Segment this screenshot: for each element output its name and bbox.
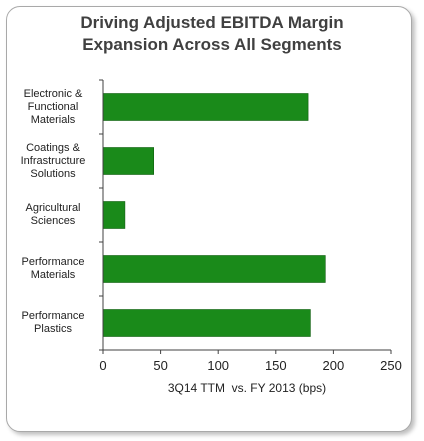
x-tick-label-2: 100 xyxy=(207,358,229,373)
chart-card xyxy=(6,6,412,432)
category-label-4: Performance Plastics xyxy=(8,310,98,336)
category-label-1-line-2: Solutions xyxy=(30,167,76,180)
chart-title-line-2: Expansion Across All Segments xyxy=(82,35,342,54)
category-label-2-line-0: Agricultural xyxy=(25,202,81,214)
category-label-4-line-1: Plastics xyxy=(34,323,72,335)
category-label-1-line-0: Coatings & xyxy=(26,141,80,154)
x-tick-label-4: 200 xyxy=(323,358,345,373)
category-label-3-line-0: Performance xyxy=(21,256,85,268)
category-label-0: Electronic & Functional Materials xyxy=(8,88,98,127)
bar-4 xyxy=(102,309,311,337)
category-label-2: Agricultural Sciences xyxy=(8,202,98,228)
x-axis-title: 3Q14 TTM vs. FY 2013 (bps) xyxy=(168,381,326,395)
category-label-0-line-2: Materials xyxy=(30,113,76,126)
category-label-3-line-1: Materials xyxy=(30,269,76,281)
x-tick-label-0: 0 xyxy=(99,358,106,373)
category-label-1-line-1: Infrastructure xyxy=(20,154,86,167)
category-label-0-line-0: Electronic & xyxy=(23,87,83,100)
x-tick-label-3: 150 xyxy=(265,358,287,373)
bar-0 xyxy=(102,93,309,121)
bar-2 xyxy=(102,201,126,229)
chart-title-line-1: Driving Adjusted EBITDA Margin xyxy=(80,13,344,32)
bar-1 xyxy=(102,147,155,175)
category-label-1: Coatings & Infrastructure Solutions xyxy=(8,142,98,181)
x-tick-label-5: 250 xyxy=(380,358,402,373)
x-tick-label-1: 50 xyxy=(153,358,167,373)
category-label-2-line-1: Sciences xyxy=(30,215,76,227)
category-label-4-line-0: Performance xyxy=(21,310,85,322)
chart-title: Driving Adjusted EBITDA Margin Expansion… xyxy=(0,12,424,56)
category-label-0-line-1: Functional xyxy=(27,100,79,113)
bar-3 xyxy=(102,255,326,283)
category-label-3: Performance Materials xyxy=(8,256,98,282)
